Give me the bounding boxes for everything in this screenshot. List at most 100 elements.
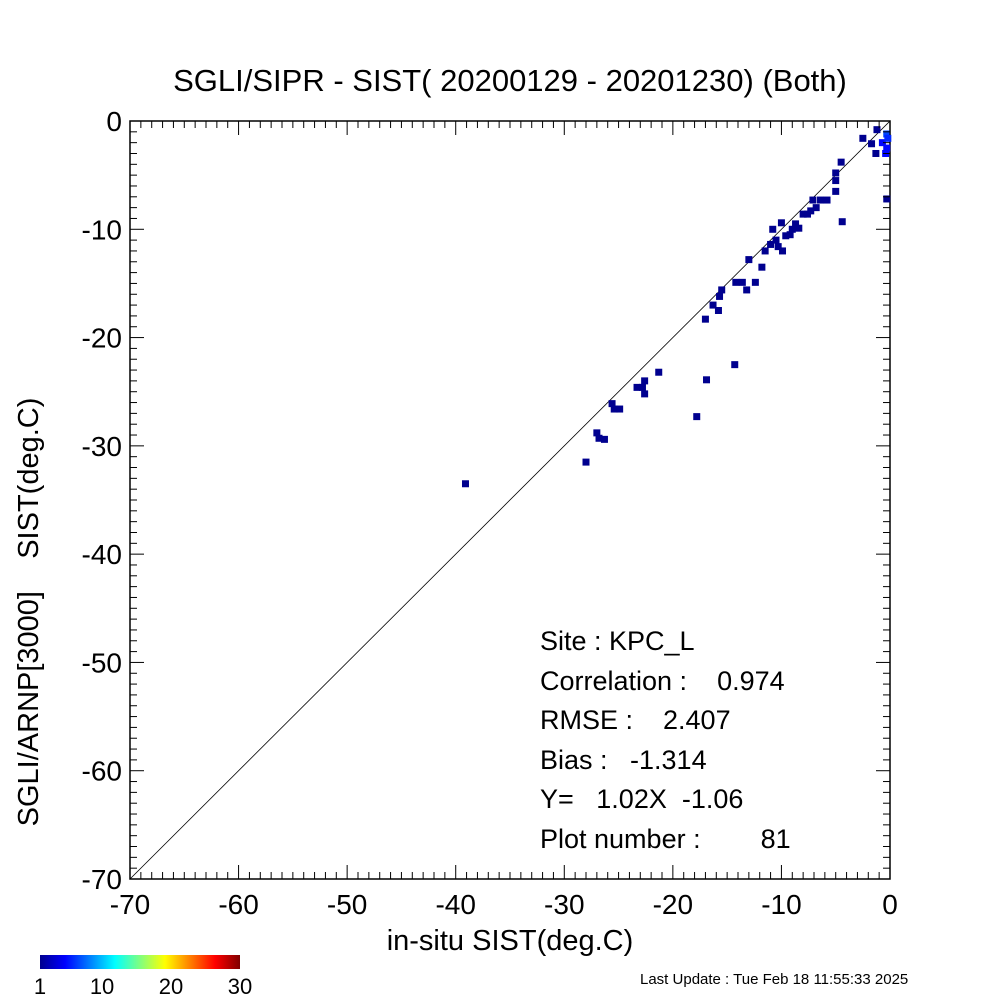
data-point xyxy=(799,210,807,218)
x-axis-label: in-situ SIST(deg.C) xyxy=(387,925,634,957)
data-point xyxy=(745,256,753,264)
data-point xyxy=(616,405,624,413)
y-tick-labels: 0 -10 -20 -30 -40 -50 -60 -70 xyxy=(82,106,122,895)
data-point xyxy=(872,149,880,157)
colorbar-tick-label: 30 xyxy=(228,974,252,999)
y-tick-label: -50 xyxy=(82,647,122,678)
data-point xyxy=(832,177,840,185)
data-point xyxy=(807,207,815,215)
stat-regression: Y= 1.02X -1.06 xyxy=(540,784,743,814)
data-point xyxy=(633,383,641,391)
data-point xyxy=(761,247,769,255)
x-tick-label: -60 xyxy=(218,889,258,920)
y-tick-label: -60 xyxy=(82,756,122,787)
one-to-one-line xyxy=(129,120,891,880)
data-point xyxy=(777,219,785,227)
data-point xyxy=(767,240,775,248)
data-point xyxy=(868,140,876,148)
data-point xyxy=(608,400,616,408)
data-point xyxy=(709,301,717,309)
stat-rmse: RMSE : 2.407 xyxy=(540,705,731,735)
x-tick-label: -20 xyxy=(653,889,693,920)
x-tick-label: -30 xyxy=(544,889,584,920)
data-point xyxy=(809,196,817,204)
data-point xyxy=(788,225,796,233)
last-update-text: Last Update : Tue Feb 18 11:55:33 2025 xyxy=(640,971,908,988)
data-point xyxy=(779,247,787,255)
data-point xyxy=(772,236,780,244)
data-point xyxy=(703,376,711,384)
data-point xyxy=(731,361,739,369)
plot-area xyxy=(129,120,892,880)
data-point xyxy=(655,368,663,376)
data-point xyxy=(795,224,803,232)
y-tick-label: 0 xyxy=(106,106,122,137)
data-point xyxy=(838,218,846,226)
x-tick-label: -50 xyxy=(327,889,367,920)
data-point xyxy=(716,292,724,300)
x-tick-label: -70 xyxy=(110,889,150,920)
x-tick-label: -40 xyxy=(435,889,475,920)
y-tick-label: -30 xyxy=(82,431,122,462)
data-point xyxy=(758,263,766,271)
data-point xyxy=(782,232,790,240)
x-tick-label: 0 xyxy=(882,889,898,920)
stats-box: Site : KPC_L Correlation : 0.974 RMSE : … xyxy=(540,626,791,854)
colorbar-gradient xyxy=(40,955,240,969)
data-point xyxy=(595,434,603,442)
data-point xyxy=(751,278,759,286)
colorbar-labels: 1 10 20 30 xyxy=(34,974,252,999)
data-point xyxy=(883,130,891,138)
data-point xyxy=(600,435,608,443)
colorbar-tick-label: 10 xyxy=(90,974,114,999)
data-point xyxy=(823,196,831,204)
data-point xyxy=(714,307,722,314)
chart-title: SGLI/SIPR - SIST( 20200129 - 20201230) (… xyxy=(173,63,847,98)
data-point xyxy=(878,139,886,147)
data-point xyxy=(593,429,601,437)
y-tick-label: -10 xyxy=(82,214,122,245)
data-point xyxy=(837,158,845,166)
data-point xyxy=(461,480,469,488)
data-point xyxy=(832,187,840,195)
data-point xyxy=(641,390,649,398)
data-point xyxy=(873,126,881,134)
data-point xyxy=(769,225,777,233)
stat-bias: Bias : -1.314 xyxy=(540,745,707,775)
data-point xyxy=(884,134,892,142)
data-point xyxy=(792,220,800,228)
colorbar-tick-label: 20 xyxy=(159,974,183,999)
data-point xyxy=(817,196,825,204)
y-axis-label: SGLI/ARNP[3000] SIST(deg.C) xyxy=(13,398,45,827)
data-point xyxy=(812,204,820,212)
data-point xyxy=(832,169,840,177)
y-tick-label: -20 xyxy=(82,323,122,354)
data-point xyxy=(732,278,740,286)
stat-correlation: Correlation : 0.974 xyxy=(540,666,785,696)
data-points xyxy=(461,126,892,488)
data-point xyxy=(582,458,590,466)
data-point xyxy=(774,243,782,251)
colorbar: 1 10 20 30 xyxy=(34,955,252,999)
y-tick-label: -40 xyxy=(82,539,122,570)
data-point xyxy=(701,315,709,323)
data-point xyxy=(859,134,867,142)
data-point xyxy=(641,377,649,385)
x-tick-labels: -70 -60 -50 -40 -30 -20 -10 0 xyxy=(110,889,898,920)
data-point xyxy=(883,195,891,203)
data-point xyxy=(738,278,746,286)
data-point xyxy=(610,405,618,413)
colorbar-tick-label: 1 xyxy=(34,974,46,999)
y-tick-label: -70 xyxy=(82,864,122,895)
stat-site: Site : KPC_L xyxy=(540,626,695,656)
data-point xyxy=(718,286,726,294)
stat-plot-number: Plot number : 81 xyxy=(540,824,791,854)
data-point xyxy=(883,144,891,152)
data-point xyxy=(638,383,646,391)
data-point xyxy=(693,413,701,421)
axis-ticks xyxy=(129,120,891,880)
data-point xyxy=(743,286,751,294)
data-point xyxy=(786,231,794,239)
x-tick-label: -10 xyxy=(761,889,801,920)
